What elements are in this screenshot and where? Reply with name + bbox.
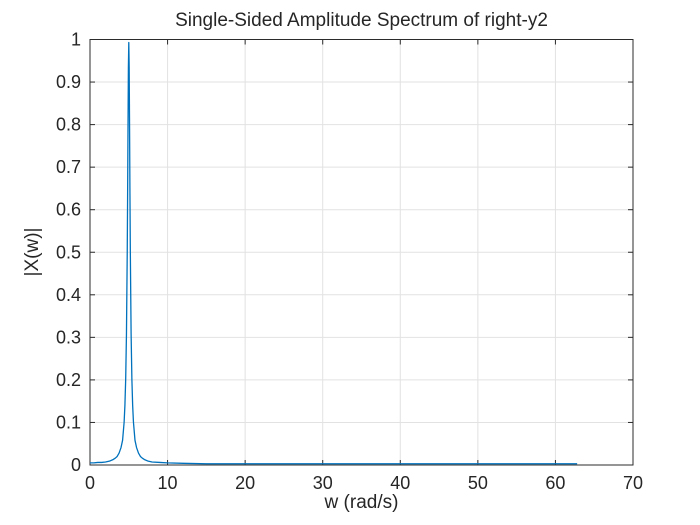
x-tick-label: 20	[235, 473, 255, 493]
y-tick-label: 0.9	[56, 72, 81, 92]
y-tick-label: 0.6	[56, 200, 81, 220]
x-tick-label: 10	[158, 473, 178, 493]
x-axis-label: w (rad/s)	[324, 492, 399, 513]
y-tick-label: 0	[71, 455, 81, 475]
plot-box	[89, 39, 634, 466]
y-tick-label: 0.1	[56, 412, 81, 432]
spectrum-line	[90, 41, 578, 465]
y-tick-label: 0.2	[56, 370, 81, 390]
x-tick-label: 50	[468, 473, 488, 493]
chart-title: Single-Sided Amplitude Spectrum of right…	[175, 10, 548, 31]
y-axis-label: |X(w)|	[22, 227, 43, 277]
y-tick-label: 0.7	[56, 157, 81, 177]
y-tick-label: 0.5	[56, 242, 81, 262]
y-tick-label: 0.3	[56, 327, 81, 347]
x-tick-label: 60	[545, 473, 565, 493]
x-tick-label: 40	[390, 473, 410, 493]
x-tick-label: 70	[623, 473, 643, 493]
x-tick-label: 30	[313, 473, 333, 493]
y-tick-label: 0.4	[56, 285, 81, 305]
x-tick-label: 0	[85, 473, 95, 493]
y-tick-label: 1	[71, 30, 81, 50]
y-tick-label: 0.8	[56, 115, 81, 135]
